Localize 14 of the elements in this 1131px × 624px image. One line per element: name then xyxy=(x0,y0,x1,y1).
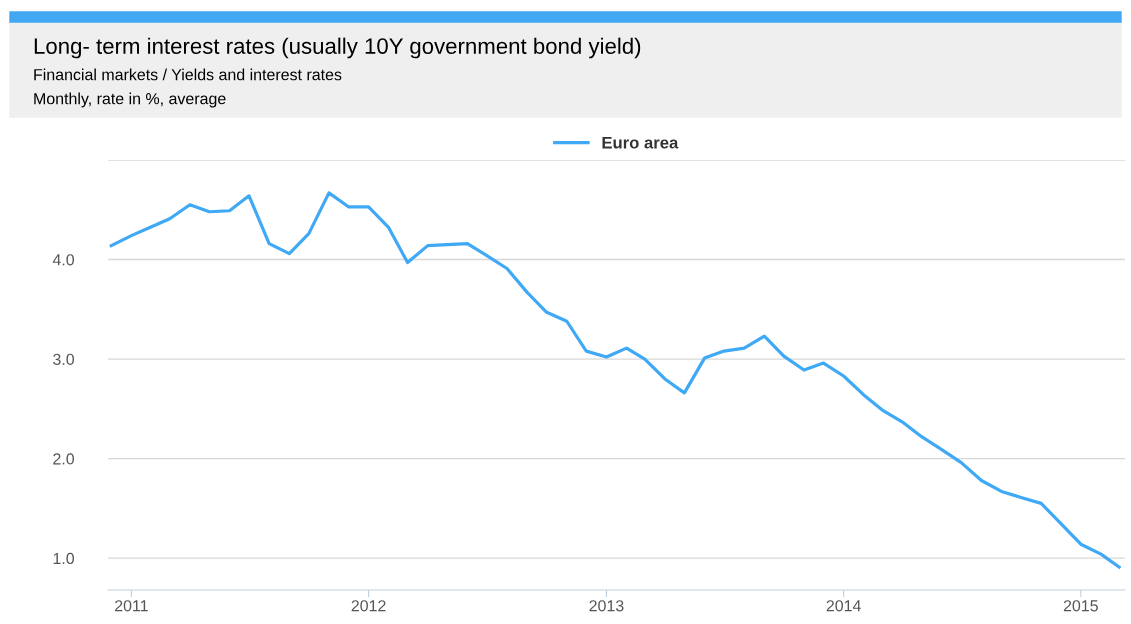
y-tick-label: 1.0 xyxy=(53,552,75,565)
x-tick-label: 2012 xyxy=(351,600,386,612)
line-series xyxy=(109,191,1121,569)
legend-label: Euro area xyxy=(602,136,679,149)
y-tick-label: 3.0 xyxy=(53,353,75,366)
chart-subtitle: Financial markets / Yields and interest rates xyxy=(34,68,342,81)
y-tick-label: 4.0 xyxy=(52,254,75,266)
x-tick-label: 2011 xyxy=(115,600,148,612)
text: Monthly, rate in %, average xyxy=(34,92,226,108)
x-tick-label: 2015 xyxy=(1063,600,1098,612)
x-tick-label: 2013 xyxy=(589,600,624,612)
chart-title: Long- term interest rates (usually 10Y government bond yield) xyxy=(34,37,641,59)
y-tick-label: 2.0 xyxy=(53,453,75,465)
x-tick-label: 2014 xyxy=(826,600,861,612)
